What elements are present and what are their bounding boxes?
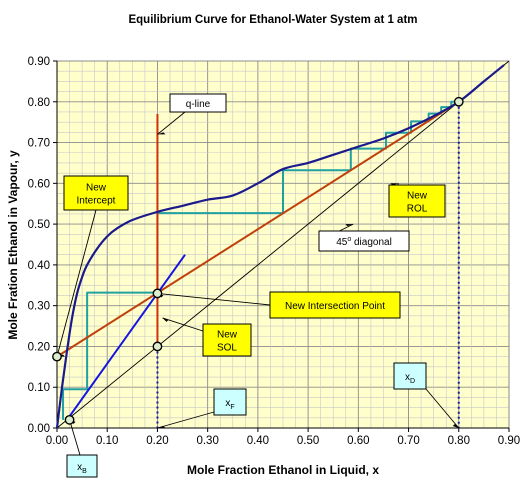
callout-box-new-intersection [269, 291, 401, 319]
series-equilibrium [55, 64, 505, 429]
callout-leader [157, 292, 271, 306]
callout-arrowhead [452, 424, 459, 428]
y-tick-label: 0.00 [28, 423, 50, 435]
callout-text-new-rol: ROL [407, 204, 428, 215]
x-tick-label: 0.20 [146, 435, 168, 447]
callout-leader [56, 209, 97, 357]
marker-intercept [52, 351, 62, 362]
x-tick-label: 0.30 [196, 435, 218, 447]
callout-text-xf-label: xF [225, 398, 234, 411]
callout-box-xf-label [213, 388, 247, 416]
y-tick-label: 0.80 [28, 97, 50, 109]
marker-intersection [152, 288, 163, 299]
callout-leader [69, 419, 81, 456]
y-tick-label: 0.90 [28, 56, 50, 68]
callout-box-new-intercept [63, 175, 129, 211]
x-tick-label: 0.10 [96, 435, 118, 447]
marker-feed [152, 341, 163, 352]
y-tick-label: 0.60 [28, 178, 50, 190]
marker-xb [64, 414, 75, 425]
y-tick-label: 0.70 [28, 138, 50, 150]
callout-text-new-intercept: Intercept [77, 196, 116, 207]
y-tick-label: 0.50 [28, 219, 50, 231]
callout-arrowhead [162, 317, 169, 322]
callout-box-xb-label [66, 454, 98, 478]
y-tick-label: 0.30 [28, 301, 50, 313]
x-tick-label: 0.50 [297, 435, 319, 447]
callout-box-new-sol [202, 323, 252, 357]
callout-text-xd-label: xD [405, 372, 415, 385]
callout-text-new-rol: New [407, 191, 428, 202]
callout-box-q-line [169, 93, 227, 113]
callout-text-diag: 45o diagonal [336, 236, 392, 248]
x-tick-label: 0.70 [397, 435, 419, 447]
callout-text-new-intersection: New Intersection Point [285, 301, 385, 312]
callout-leader [162, 317, 204, 332]
x-tick-label: 0.80 [448, 435, 470, 447]
callout-box-diag [318, 230, 410, 252]
callout-text-q-line: q-line [186, 99, 211, 110]
callout-text-new-sol: New [217, 330, 238, 341]
callout-arrowhead [345, 224, 354, 227]
callout-text-xb-label: xB [77, 462, 87, 475]
callout-text-new-sol: SOL [217, 343, 237, 354]
callout-text-new-intercept: New [86, 183, 107, 194]
y-tick-label: 0.20 [28, 341, 50, 353]
callout-leader [157, 411, 215, 429]
callout-leader [157, 111, 186, 135]
callout-arrowhead [157, 426, 166, 428]
series-diagonal [56, 60, 510, 429]
callout-leader [425, 388, 460, 429]
series-rol [56, 100, 460, 358]
x-tick-label: 0.00 [46, 435, 68, 447]
x-axis-label: Mole Fraction Ethanol in Liquid, x [187, 463, 379, 477]
series-sol [66, 254, 186, 421]
x-tick-label: 0.40 [247, 435, 269, 447]
y-tick-label: 0.40 [28, 260, 50, 272]
marker-xd [453, 96, 464, 107]
y-axis-label: Mole Fration Ethanol in Vapour, y [6, 150, 20, 340]
callout-box-xd-label [393, 362, 427, 390]
callout-arrowhead [157, 132, 166, 135]
x-tick-label: 0.60 [347, 435, 369, 447]
y-tick-label: 0.10 [28, 382, 50, 394]
chart-title: Equilibrium Curve for Ethanol-Water Syst… [128, 14, 417, 26]
x-tick-label: 0.90 [498, 435, 520, 447]
callout-box-new-rol [388, 184, 446, 218]
